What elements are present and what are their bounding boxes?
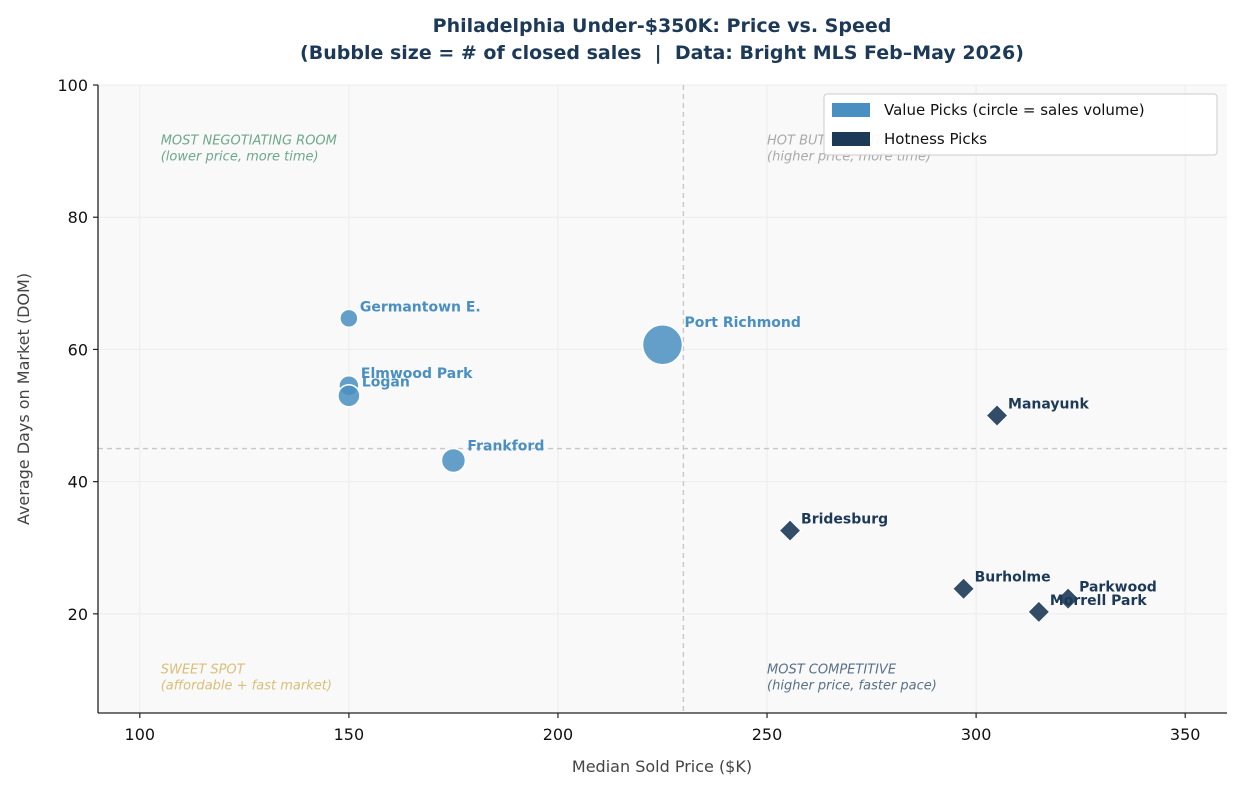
data-point-circle (440, 447, 467, 474)
y-tick-label: 20 (68, 605, 88, 624)
quadrant-sublabel: (higher price, faster pace) (767, 678, 937, 693)
data-point-diamond (777, 518, 803, 543)
point-labels: Germantown E. Port Richmond Elmwood ParkLo… (360, 299, 1157, 609)
legend-label: Value Picks (circle = sales volume) (884, 101, 1145, 119)
chart-subtitle: (Bubble size = # of closed sales | Data:… (300, 42, 1024, 64)
legend-swatch (832, 132, 870, 146)
point-label: Germantown E. (360, 299, 481, 315)
quadrant-sublabel: (affordable + fast market) (161, 678, 332, 693)
point-label: Elmwood Park (361, 366, 473, 382)
quadrant-label: SWEET SPOT (161, 662, 246, 677)
data-point-diamond (951, 576, 976, 601)
point-label: Manayunk (1008, 397, 1089, 413)
point-label: Frankford (467, 438, 544, 454)
legend: Value Picks (circle = sales volume) Hotne… (823, 93, 1218, 156)
x-axis-label: Median Sold Price ($K) (572, 757, 752, 776)
point-label: Logan (362, 375, 410, 391)
data-point-circle (339, 308, 359, 329)
point-label: Bridesburg (801, 512, 888, 528)
legend-box (823, 93, 1218, 156)
quadrant-label: MOST NEGOTIATING ROOM (161, 133, 337, 148)
data-point-circle (337, 383, 361, 408)
point-label: Port Richmond (685, 315, 801, 331)
point-label: Burholme (975, 570, 1051, 586)
x-tick-label: 350 (1170, 725, 1201, 744)
quadrant-sublabel: (lower price, more time) (161, 149, 319, 164)
y-axis-label: Average Days on Market (DOM) (14, 273, 33, 525)
data-point-diamond (984, 403, 1010, 428)
chart-title: Philadelphia Under-$350K: Price vs. Spee… (433, 15, 892, 37)
y-tick-label: 60 (68, 340, 88, 359)
x-tick-label: 150 (334, 725, 365, 744)
x-tick-label: 300 (961, 725, 992, 744)
data-point-diamond (1056, 586, 1081, 611)
x-tick-label: 100 (125, 725, 156, 744)
y-tick-label: 80 (68, 208, 88, 227)
data-points (337, 308, 1081, 624)
data-point-diamond (1026, 599, 1051, 624)
y-axis-ticks: 20 40 60 80 100 (57, 76, 98, 624)
y-tick-label: 100 (57, 76, 88, 95)
x-tick-label: 200 (543, 725, 574, 744)
legend-swatch (832, 103, 870, 117)
reference-lines (98, 85, 1227, 713)
legend-label: Hotness Picks (884, 130, 987, 148)
point-label: Morrell Park (1050, 593, 1148, 609)
point-label: Parkwood (1079, 580, 1157, 596)
x-tick-label: 250 (752, 725, 783, 744)
quadrant-label: MOST COMPETITIVE (767, 662, 897, 677)
data-point-circle (641, 324, 684, 366)
y-tick-label: 40 (68, 473, 88, 492)
x-axis-ticks: 100 150 200 250 300 350 (125, 713, 1201, 744)
